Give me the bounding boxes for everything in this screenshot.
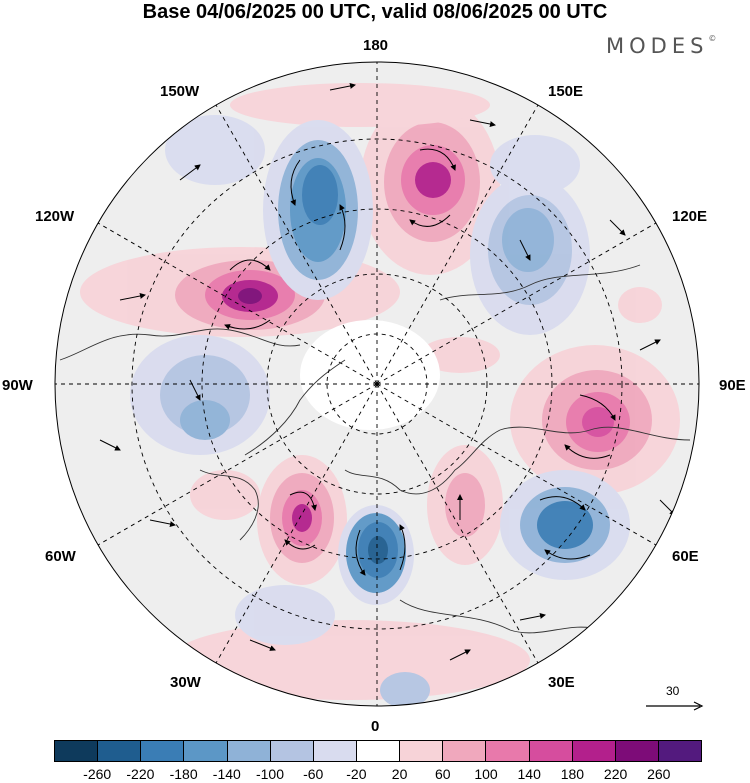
colorbar-tick-label: 100 bbox=[474, 766, 498, 782]
colorbar-tick-label: -260 bbox=[83, 766, 112, 782]
anomaly-field bbox=[80, 83, 680, 706]
negative-anomaly bbox=[165, 115, 265, 185]
colorbar-tick-label: 220 bbox=[603, 766, 628, 782]
negative-anomaly bbox=[302, 165, 338, 225]
colorbar-segment bbox=[141, 741, 185, 761]
colorbar-tick-label: 180 bbox=[560, 766, 585, 782]
colorbar-segment bbox=[529, 741, 573, 761]
colorbar-tick-label: -100 bbox=[255, 766, 285, 782]
positive-anomaly bbox=[445, 473, 485, 537]
wind-scale-arrow bbox=[646, 701, 704, 711]
colorbar bbox=[54, 740, 702, 762]
lon-label-90w: 90W bbox=[2, 377, 33, 394]
lon-label-30e: 30E bbox=[548, 674, 575, 691]
negative-anomaly bbox=[490, 135, 580, 195]
colorbar-segment bbox=[184, 741, 228, 761]
lon-label-60e: 60E bbox=[672, 548, 699, 565]
lon-label-180: 180 bbox=[363, 37, 389, 54]
positive-anomaly bbox=[415, 162, 451, 198]
colorbar-segment bbox=[615, 741, 659, 761]
colorbar-segment bbox=[400, 741, 444, 761]
positive-anomaly bbox=[582, 407, 614, 437]
colorbar-tick-label: 260 bbox=[647, 766, 671, 782]
graticule bbox=[55, 62, 699, 706]
positive-anomaly bbox=[238, 288, 262, 304]
colorbar-segment bbox=[486, 741, 530, 761]
colorbar-segment bbox=[356, 741, 401, 761]
negative-anomaly bbox=[368, 536, 388, 564]
colorbar-tick-label: 60 bbox=[435, 766, 451, 782]
positive-anomaly bbox=[170, 620, 530, 700]
colorbar-tick-label: 20 bbox=[391, 766, 408, 782]
lon-label-120w: 120W bbox=[35, 208, 75, 225]
negative-anomaly bbox=[180, 400, 230, 440]
colorbar-segment bbox=[443, 741, 487, 761]
lon-label-120e: 120E bbox=[672, 208, 708, 225]
positive-anomaly bbox=[618, 287, 662, 323]
page-title: Base 04/06/2025 00 UTC, valid 08/06/2025… bbox=[142, 1, 608, 23]
colorbar-segment bbox=[227, 741, 271, 761]
colorbar-segment bbox=[270, 741, 314, 761]
map-border bbox=[54, 61, 700, 707]
negative-anomaly bbox=[537, 501, 593, 549]
polar-cap bbox=[300, 320, 440, 430]
positive-anomaly bbox=[230, 83, 490, 127]
wind-scale-label: 30 bbox=[666, 684, 680, 698]
lon-label-150e: 150E bbox=[548, 83, 584, 100]
negative-anomaly bbox=[235, 585, 335, 645]
colorbar-tick-label: -60 bbox=[303, 766, 324, 782]
colorbar-tick-label: -220 bbox=[126, 766, 155, 782]
polar-map bbox=[54, 61, 700, 707]
colorbar-segment bbox=[313, 741, 357, 761]
colorbar-segment bbox=[55, 741, 99, 761]
colorbar-tick-label: 140 bbox=[517, 766, 541, 782]
lon-label-60w: 60W bbox=[45, 548, 76, 565]
colorbar-segment bbox=[572, 741, 616, 761]
positive-anomaly bbox=[190, 470, 260, 520]
lon-label-90e: 90E bbox=[719, 377, 746, 394]
negative-anomaly bbox=[380, 672, 430, 706]
colorbar-segment bbox=[98, 741, 142, 761]
negative-anomaly bbox=[502, 208, 554, 272]
modes-logo: MODES© bbox=[606, 34, 717, 58]
coastlines bbox=[59, 264, 691, 634]
wind-vectors bbox=[99, 83, 676, 661]
lon-label-0: 0 bbox=[371, 718, 380, 735]
colorbar-segment bbox=[658, 741, 702, 761]
colorbar-tick-label: -180 bbox=[169, 766, 198, 782]
lon-label-30w: 30W bbox=[170, 674, 201, 691]
colorbar-tick-label: -20 bbox=[346, 766, 367, 782]
positive-anomaly bbox=[292, 504, 312, 532]
lon-label-150w: 150W bbox=[160, 83, 200, 100]
colorbar-tick-label: -140 bbox=[212, 766, 241, 782]
